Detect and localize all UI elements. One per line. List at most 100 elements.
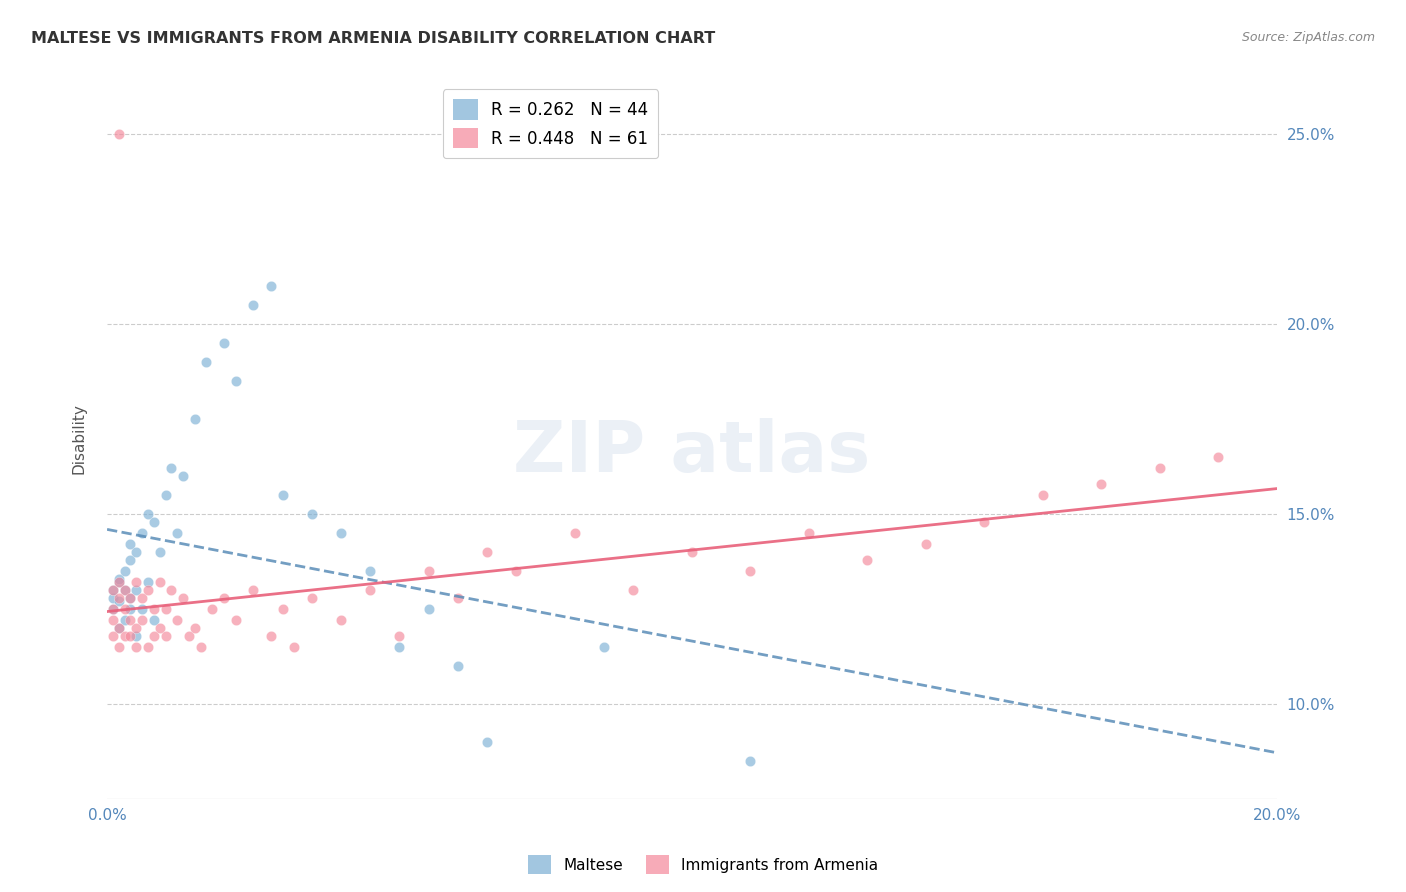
Point [142, 613, 165, 627]
Point [149, 621, 172, 635]
Point [114, 582, 136, 597]
Point [149, 545, 172, 559]
Point [797, 526, 820, 541]
Point [114, 582, 136, 597]
Point [621, 582, 644, 597]
Point [114, 602, 136, 616]
Point [177, 628, 200, 642]
Point [142, 602, 165, 616]
Point [225, 374, 247, 388]
Point [973, 515, 995, 529]
Point [172, 469, 194, 483]
Point [1149, 461, 1171, 475]
Point [125, 621, 148, 635]
Point [120, 628, 142, 642]
Point [418, 602, 440, 616]
Point [120, 591, 142, 605]
Point [477, 735, 499, 749]
Point [101, 582, 124, 597]
Point [166, 526, 188, 541]
Point [1090, 476, 1112, 491]
Point [120, 613, 142, 627]
Point [114, 564, 136, 578]
Point [142, 515, 165, 529]
Point [301, 591, 323, 605]
Point [120, 602, 142, 616]
Point [271, 488, 294, 502]
Point [125, 545, 148, 559]
Point [212, 336, 235, 351]
Point [114, 613, 136, 627]
Point [184, 412, 207, 426]
Point [131, 613, 153, 627]
Point [120, 591, 142, 605]
Point [160, 461, 183, 475]
Point [1032, 488, 1054, 502]
Point [593, 640, 616, 654]
Point [388, 640, 411, 654]
Point [107, 575, 129, 590]
Point [125, 575, 148, 590]
Point [914, 537, 936, 551]
Point [418, 564, 440, 578]
Point [190, 640, 212, 654]
Point [477, 545, 499, 559]
Text: ZIP atlas: ZIP atlas [513, 418, 870, 487]
Point [120, 537, 142, 551]
Point [114, 628, 136, 642]
Point [201, 602, 224, 616]
Text: MALTESE VS IMMIGRANTS FROM ARMENIA DISABILITY CORRELATION CHART: MALTESE VS IMMIGRANTS FROM ARMENIA DISAB… [31, 31, 716, 46]
Point [301, 507, 323, 521]
Point [136, 575, 159, 590]
Point [447, 659, 470, 673]
Point [564, 526, 586, 541]
Point [107, 128, 129, 142]
Point [330, 613, 353, 627]
Point [107, 594, 129, 608]
Legend: Maltese, Immigrants from Armenia: Maltese, Immigrants from Armenia [522, 849, 884, 880]
Point [120, 552, 142, 566]
Point [101, 591, 124, 605]
Point [172, 591, 194, 605]
Point [107, 575, 129, 590]
Y-axis label: Disability: Disability [72, 402, 86, 474]
Point [740, 564, 762, 578]
Point [142, 628, 165, 642]
Point [107, 591, 129, 605]
Point [101, 602, 124, 616]
Point [166, 613, 188, 627]
Point [260, 628, 283, 642]
Point [125, 628, 148, 642]
Point [101, 628, 124, 642]
Point [260, 279, 283, 293]
Point [359, 564, 381, 578]
Point [681, 545, 703, 559]
Point [136, 582, 159, 597]
Point [136, 640, 159, 654]
Point [388, 628, 411, 642]
Point [271, 602, 294, 616]
Point [242, 298, 264, 312]
Point [107, 621, 129, 635]
Point [184, 621, 207, 635]
Point [1206, 450, 1229, 464]
Point [155, 602, 177, 616]
Point [155, 488, 177, 502]
Point [740, 754, 762, 768]
Text: Source: ZipAtlas.com: Source: ZipAtlas.com [1241, 31, 1375, 45]
Point [447, 591, 470, 605]
Point [131, 591, 153, 605]
Point [160, 582, 183, 597]
Point [107, 621, 129, 635]
Legend: R = 0.262   N = 44, R = 0.448   N = 61: R = 0.262 N = 44, R = 0.448 N = 61 [443, 89, 658, 159]
Point [107, 640, 129, 654]
Point [101, 582, 124, 597]
Point [195, 355, 218, 369]
Point [505, 564, 527, 578]
Point [125, 640, 148, 654]
Point [359, 582, 381, 597]
Point [131, 602, 153, 616]
Point [242, 582, 264, 597]
Point [136, 507, 159, 521]
Point [330, 526, 353, 541]
